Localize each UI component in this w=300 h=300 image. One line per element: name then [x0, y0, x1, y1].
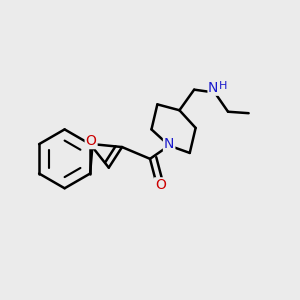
Text: H: H [219, 81, 227, 91]
Text: O: O [155, 178, 166, 192]
Text: N: N [208, 81, 218, 95]
Text: O: O [86, 134, 97, 148]
Text: N: N [164, 137, 174, 151]
